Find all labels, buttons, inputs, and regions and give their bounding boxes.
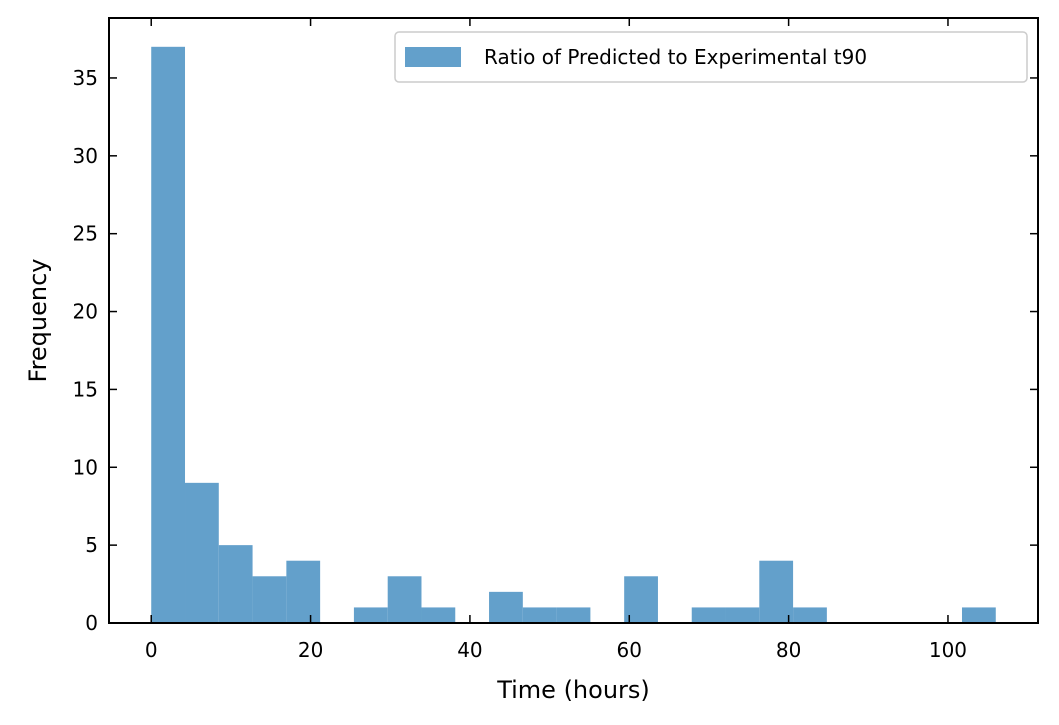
histogram-bar — [252, 576, 287, 623]
x-tick-label: 100 — [929, 638, 967, 662]
y-tick-label: 25 — [73, 222, 98, 246]
y-tick-label: 30 — [73, 144, 98, 168]
axis-ticks — [109, 18, 1038, 624]
y-tick-label: 10 — [73, 455, 98, 479]
histogram-bar — [691, 607, 726, 623]
histogram-bar — [793, 607, 827, 623]
histogram-bar — [725, 607, 760, 623]
histogram-bar — [151, 46, 186, 624]
histogram-bars — [151, 46, 996, 624]
y-tick-label: 15 — [73, 377, 98, 401]
x-tick-label: 40 — [457, 638, 482, 662]
histogram-bar — [556, 607, 591, 623]
histogram-bar — [185, 482, 219, 623]
x-tick-label: 0 — [145, 638, 158, 662]
x-axis-label: Time (hours) — [496, 676, 650, 704]
histogram-bar — [522, 607, 557, 623]
histogram-bar — [489, 591, 523, 623]
y-axis-label: Frequency — [24, 259, 52, 383]
x-tick-label: 20 — [298, 638, 323, 662]
y-tick-label: 5 — [85, 533, 98, 557]
histogram-bar — [961, 607, 996, 623]
histogram-bar — [387, 576, 422, 623]
plot-frame — [108, 17, 1039, 624]
x-tick-label: 60 — [617, 638, 642, 662]
tick-labels: 0 20 40 60 80 100 0 5 10 15 20 25 30 35 — [73, 66, 968, 662]
legend: Ratio of Predicted to Experimental t90 — [394, 31, 1028, 83]
histogram-bar — [353, 607, 388, 623]
legend-label: Ratio of Predicted to Experimental t90 — [484, 45, 867, 69]
y-tick-label: 0 — [85, 611, 98, 635]
histogram-bar — [421, 607, 456, 623]
histogram-bar — [218, 545, 253, 623]
histogram-bar — [286, 560, 321, 623]
legend-box — [394, 31, 1028, 83]
y-tick-label: 20 — [73, 300, 98, 324]
x-tick-label: 80 — [776, 638, 801, 662]
legend-swatch — [405, 47, 461, 67]
y-tick-label: 35 — [73, 66, 98, 90]
histogram-bar — [759, 560, 794, 623]
